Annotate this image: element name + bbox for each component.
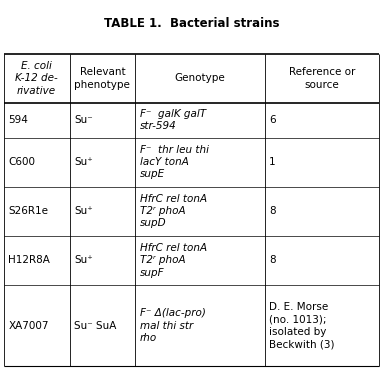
Text: HfrC rel tonA
T2ʳ phoA
supF: HfrC rel tonA T2ʳ phoA supF	[140, 243, 207, 278]
Text: Relevant
phenotype: Relevant phenotype	[74, 67, 130, 90]
Text: S26R1e: S26R1e	[8, 206, 48, 216]
Text: XA7007: XA7007	[8, 321, 49, 331]
Text: Su⁺: Su⁺	[74, 206, 93, 216]
Text: 594: 594	[8, 115, 28, 125]
Text: 8: 8	[269, 206, 276, 216]
Text: E. coli
K-12 de-
rivative: E. coli K-12 de- rivative	[15, 61, 58, 96]
Text: F⁻ Δ(lac-pro)
mal thi str
rho: F⁻ Δ(lac-pro) mal thi str rho	[140, 308, 206, 343]
Text: 6: 6	[269, 115, 276, 125]
Text: 8: 8	[269, 255, 276, 265]
Text: Reference or
source: Reference or source	[289, 67, 355, 90]
Text: Su⁺: Su⁺	[74, 157, 93, 167]
Text: TABLE 1.  Bacterial strains: TABLE 1. Bacterial strains	[104, 17, 279, 30]
Text: H12R8A: H12R8A	[8, 255, 50, 265]
Text: Su⁺: Su⁺	[74, 255, 93, 265]
Text: Su⁻ SuA: Su⁻ SuA	[74, 321, 116, 331]
Text: C600: C600	[8, 157, 35, 167]
Text: D. E. Morse
(no. 1013);
isolated by
Beckwith (3): D. E. Morse (no. 1013); isolated by Beck…	[269, 302, 335, 349]
Text: F⁻  galK galT
str-594: F⁻ galK galT str-594	[140, 109, 206, 131]
Text: Genotype: Genotype	[175, 73, 225, 83]
Text: F⁻  thr leu thi
lacY tonA
supE: F⁻ thr leu thi lacY tonA supE	[140, 145, 209, 179]
Text: 1: 1	[269, 157, 276, 167]
Text: Su⁻: Su⁻	[74, 115, 93, 125]
Text: HfrC rel tonA
T2ʳ phoA
supD: HfrC rel tonA T2ʳ phoA supD	[140, 194, 207, 228]
